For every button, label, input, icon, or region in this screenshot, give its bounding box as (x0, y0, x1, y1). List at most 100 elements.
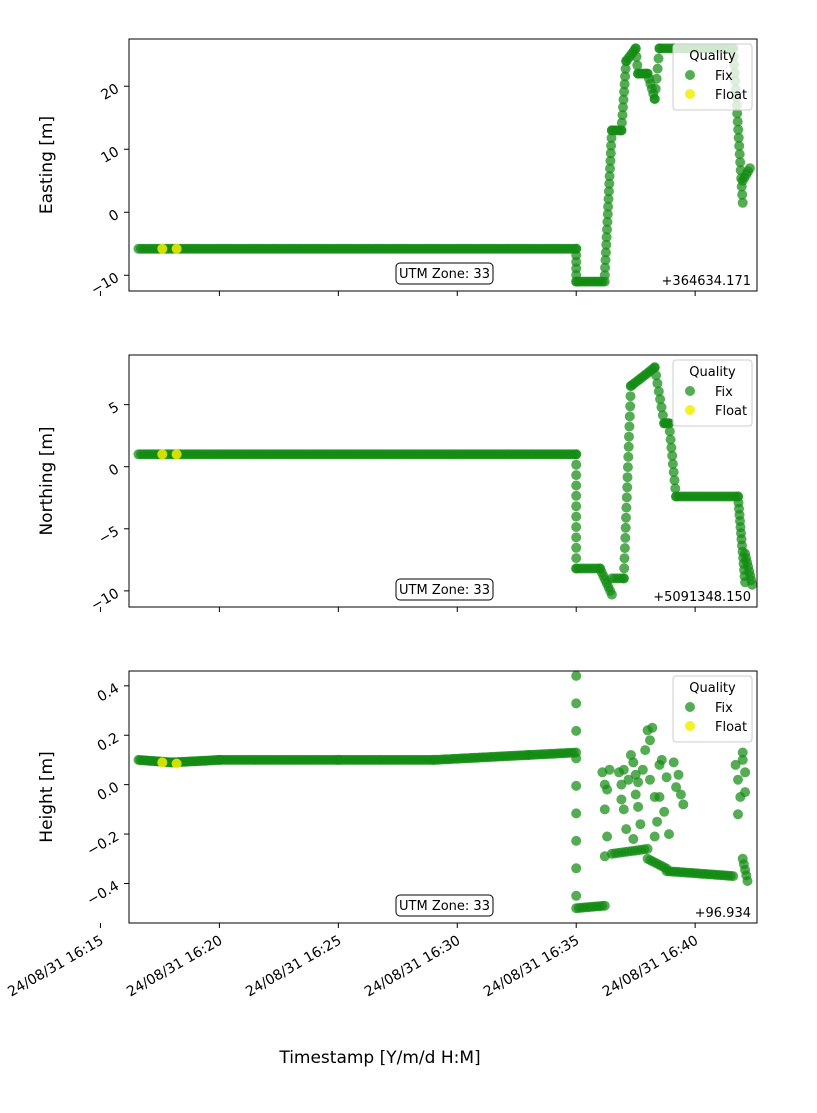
fix-point (737, 189, 748, 200)
fix-point (640, 745, 651, 756)
fix-point (667, 459, 678, 469)
fix-point (571, 753, 582, 764)
fix-point (619, 86, 630, 97)
fix-point (616, 117, 627, 128)
fix-point (624, 431, 634, 442)
fix-point (652, 816, 663, 827)
fix-point (571, 501, 582, 512)
fix-point (623, 451, 634, 462)
y-tick-label: 20 (99, 81, 122, 104)
fix-point (602, 831, 613, 842)
x-tick-label: 24/08/31 16:15 (5, 933, 106, 1001)
fix-point (616, 779, 627, 790)
y-tick-label: 10 (99, 144, 122, 167)
fix-point (671, 782, 682, 793)
y-tick-label: −10 (88, 270, 122, 299)
fix-point (732, 108, 743, 119)
fix-point (653, 386, 664, 397)
fix-point (630, 43, 641, 54)
legend-label-fix: Fix (715, 701, 733, 716)
fix-point (603, 201, 614, 212)
fix-point (621, 512, 631, 523)
fix-point (603, 186, 614, 197)
fix-point (620, 532, 631, 543)
legend-marker-float (685, 89, 695, 99)
fix-point (616, 794, 627, 805)
fix-point (618, 804, 629, 815)
fix-point (737, 197, 748, 208)
y-tick-label: 0.2 (95, 730, 122, 755)
utm-zone-box (395, 262, 494, 285)
offset-text: +364634.171 (662, 274, 751, 289)
fix-point (604, 764, 615, 775)
legend: Quality Fix Float (672, 675, 753, 743)
fix-point (740, 767, 751, 778)
fix-point (668, 467, 679, 478)
fix-point (622, 462, 633, 473)
fix-point (733, 124, 744, 135)
fix-point (622, 472, 633, 483)
data-points (133, 43, 755, 287)
fix-point (670, 483, 681, 494)
utm-zone-box (395, 578, 494, 601)
fix-point (620, 522, 631, 533)
x-axis-label: Timestamp [Y/m/d H:M] (278, 1048, 480, 1068)
fix-point (571, 470, 582, 481)
fix-point (678, 799, 689, 810)
legend: Quality Fix Float (672, 359, 753, 427)
y-tick-label: −10 (88, 585, 122, 614)
offset-text: +96.934 (695, 906, 751, 921)
fix-point (618, 573, 629, 584)
y-axis-label: Height [m] (37, 751, 57, 842)
utm-zone-label: UTM Zone: 33 (399, 267, 490, 282)
legend-marker-float (685, 405, 695, 415)
fix-point (732, 116, 743, 127)
legend-title: Quality (689, 49, 736, 64)
fix-point (628, 834, 639, 844)
y-tick-label: −5 (96, 523, 122, 547)
fix-point (625, 401, 636, 412)
fix-point (744, 163, 755, 174)
y-tick-label: 0.4 (95, 680, 122, 705)
fix-point (602, 209, 613, 220)
legend: Quality Fix Float (672, 43, 753, 111)
fix-point (653, 53, 664, 64)
fix-point (664, 418, 674, 429)
fix-point (630, 789, 641, 800)
x-tick-label: 24/08/31 16:20 (124, 933, 225, 1001)
fix-point (633, 777, 644, 788)
fix-point (733, 774, 743, 785)
x-tick-label: 24/08/31 16:30 (362, 933, 463, 1001)
fix-point (628, 757, 639, 768)
fix-point (645, 735, 655, 746)
subplot-2: −10 −5 0 5 Northing [m] UTM Zone: 33 +5091348.… (37, 354, 758, 614)
fix-point (661, 772, 672, 783)
fix-point (635, 819, 646, 830)
y-axis-label: Easting [m] (37, 116, 57, 214)
legend-marker-float (685, 721, 695, 731)
fix-point (605, 148, 616, 159)
fix-point (571, 835, 582, 846)
fix-point (667, 450, 678, 461)
legend-title: Quality (689, 681, 736, 696)
fix-point (656, 754, 667, 765)
fix-point (617, 110, 628, 120)
x-tick-label: 24/08/31 16:40 (600, 933, 701, 1001)
fix-point (601, 232, 612, 243)
fix-point (599, 900, 610, 911)
legend-label-fix: Fix (715, 69, 733, 84)
fix-point (600, 262, 611, 273)
fix-point (734, 140, 745, 151)
fix-point (571, 459, 582, 470)
legend-title: Quality (689, 365, 736, 380)
fix-point (620, 63, 631, 74)
fix-point (622, 482, 633, 493)
fix-point (747, 579, 757, 590)
fix-point (571, 522, 582, 532)
fix-point (650, 83, 661, 94)
fix-point (728, 871, 739, 882)
fix-point (645, 774, 655, 785)
fix-point (599, 270, 610, 281)
fix-point (625, 391, 636, 402)
fix-point (571, 863, 582, 874)
